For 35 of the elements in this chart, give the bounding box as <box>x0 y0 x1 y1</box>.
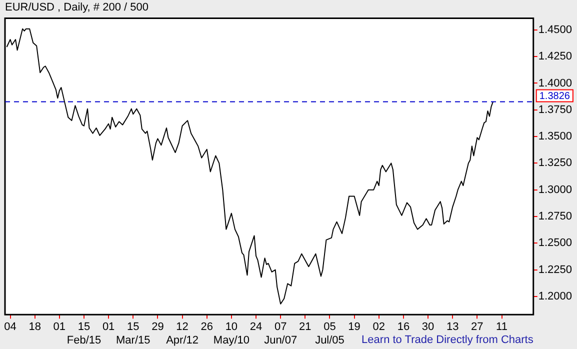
y-tick-label: 1.3250 <box>538 157 572 170</box>
x-tick-label: 15 Feb/15 <box>66 321 102 346</box>
x-tick-label: 07 Jun/07 <box>264 321 298 346</box>
x-tick-label: 21 <box>299 321 312 334</box>
x-tick-label: 15 Mar/15 <box>116 321 150 346</box>
x-tick-label: 16 <box>397 321 410 334</box>
y-tick-label: 1.4000 <box>538 77 572 90</box>
y-tick-label: 1.3000 <box>538 184 572 196</box>
x-tick-label: 29 <box>152 321 164 334</box>
ref-line-label: 1.3826 <box>539 91 570 102</box>
x-tick-label: 11 <box>496 321 508 334</box>
chart-title: EUR/USD , Daily, # 200 / 500 <box>5 2 148 14</box>
y-tick-label: 1.4250 <box>538 50 572 63</box>
x-tick-label: 12 Apr/12 <box>166 321 198 346</box>
y-tick-label: 1.3750 <box>538 104 572 116</box>
x-tick-label: 26 <box>200 321 213 334</box>
x-tick-label: 01 <box>53 321 66 334</box>
y-tick-label: 1.4500 <box>538 24 572 36</box>
text: Learn to Trade Directly from Charts <box>362 334 534 346</box>
x-tick-label: 02 <box>372 321 386 334</box>
y-tick-label: 1.2500 <box>538 237 572 250</box>
x-tick-label: 04 <box>4 321 16 334</box>
x-tick-label: 13 <box>446 321 459 334</box>
x-tick-label: 10 May/10 <box>213 321 250 346</box>
y-tick-label: 1.2750 <box>538 210 572 223</box>
x-tick-label: 19 <box>348 321 360 334</box>
x-tick-label: 27 <box>471 321 484 334</box>
x-tick-label: 18 <box>28 321 41 334</box>
y-tick-label: 1.2000 <box>538 290 572 303</box>
x-tick-label: 05 Jul/05 <box>315 321 344 346</box>
x-tick-label: 24 <box>250 321 262 334</box>
x-tick-label: 30 <box>422 321 434 334</box>
y-tick-label: 1.3500 <box>538 130 572 143</box>
y-tick-label: 1.2250 <box>538 264 572 276</box>
x-tick-label: 01 <box>102 321 115 334</box>
